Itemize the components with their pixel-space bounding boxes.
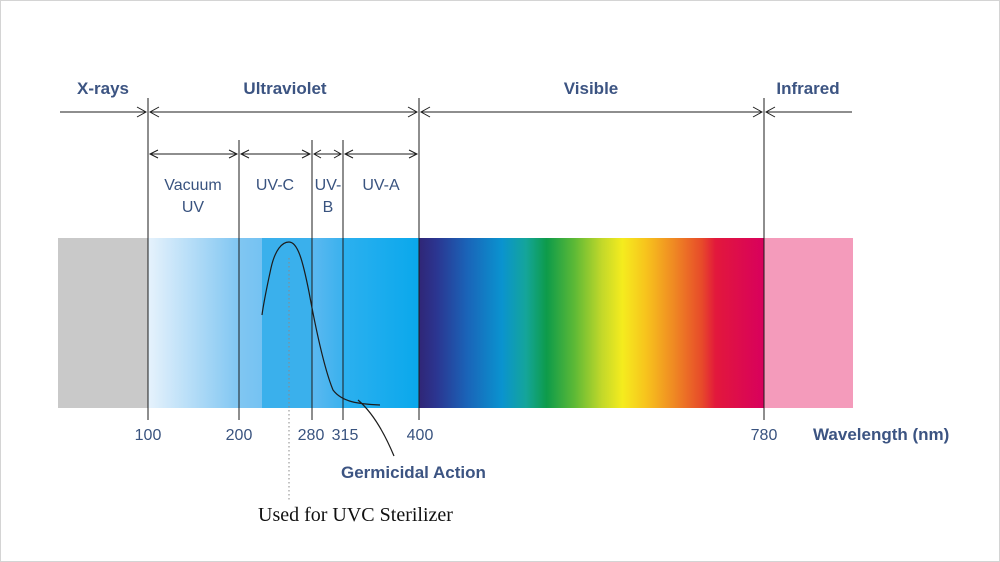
- uv-band-arrow-row: [148, 149, 419, 159]
- uv-band-label-uva: UV-A: [362, 177, 400, 194]
- region-label-ultraviolet: Ultraviolet: [243, 79, 326, 98]
- tick-label-200: 200: [226, 427, 253, 444]
- band-infrared: [764, 238, 853, 408]
- band-uva: [343, 238, 419, 408]
- tick-label-315: 315: [332, 427, 359, 444]
- band-visible: [419, 238, 764, 408]
- uv-band-label-vacuum-line2: UV: [182, 199, 205, 216]
- region-label-xrays: X-rays: [77, 79, 129, 98]
- tick-label-780: 780: [751, 427, 778, 444]
- tick-label-100: 100: [135, 427, 162, 444]
- band-vacuum-uv: [148, 238, 239, 408]
- uv-band-label-uvc: UV-C: [256, 177, 294, 194]
- uv-band-label-vacuum-line1: Vacuum: [164, 177, 222, 194]
- tick-label-280: 280: [298, 427, 325, 444]
- uvc-sterilizer-note: Used for UVC Sterilizer: [258, 504, 453, 526]
- germicidal-action-label: Germicidal Action: [341, 463, 486, 482]
- band-uvb: [312, 238, 343, 408]
- uv-band-label-uvb-line2: B: [323, 199, 334, 216]
- uvc-highlight-region: [262, 238, 312, 408]
- band-xrays: [58, 238, 148, 408]
- axis-unit-label: Wavelength (nm): [813, 425, 949, 444]
- region-label-infrared: Infrared: [776, 79, 839, 98]
- region-label-visible: Visible: [564, 79, 619, 98]
- tick-label-400: 400: [407, 427, 434, 444]
- region-arrow-row: [60, 106, 852, 118]
- uv-band-label-uvb-line1: UV-: [315, 177, 342, 194]
- germicidal-leader-line: [357, 399, 395, 457]
- germicidal-action-curve: [261, 241, 381, 406]
